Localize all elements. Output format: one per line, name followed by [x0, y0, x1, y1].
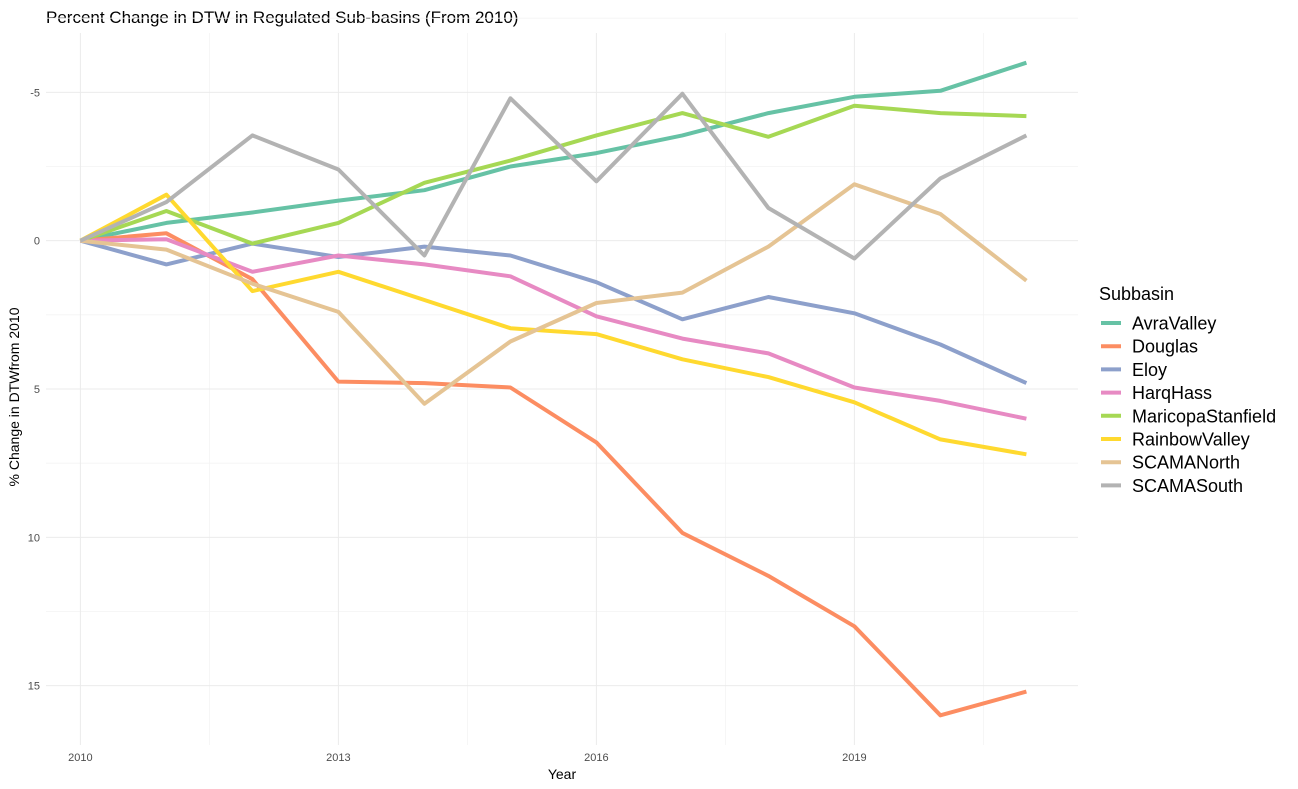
series-line-scamanorth: [80, 182, 1028, 406]
series-line-maricopastanfield: [79, 103, 1027, 246]
x-axis-ticks: 2010 2013 2016 2019: [68, 752, 866, 764]
legend-items: AvraValley Douglas Eloy HarqHass MaricopaSta…: [1101, 314, 1276, 496]
y-tick-label: -5: [30, 87, 40, 99]
series-lines: [79, 60, 1028, 718]
legend: Subbasin AvraValley Douglas Eloy HarqHass Ma…: [1099, 284, 1276, 496]
series-line-scamasouth: [79, 91, 1028, 261]
y-tick-label: 15: [28, 681, 40, 693]
legend-label-avravalley: AvraValley: [1132, 314, 1216, 334]
legend-label-maricopastanfield: MaricopaStanfield: [1132, 406, 1276, 426]
x-tick-label: 2016: [584, 752, 608, 764]
series-line-avravalley: [79, 60, 1028, 243]
legend-label-rainbowvalley: RainbowValley: [1132, 430, 1250, 450]
x-tick-label: 2013: [326, 752, 350, 764]
legend-label-douglas: Douglas: [1132, 337, 1198, 357]
legend-label-scamanorth: SCAMANorth: [1132, 453, 1240, 473]
legend-label-scamasouth: SCAMASouth: [1132, 476, 1243, 496]
legend-label-eloy: Eloy: [1132, 360, 1167, 380]
series-line-harqhass: [80, 237, 1027, 421]
series-line-rainbowvalley: [79, 192, 1027, 457]
chart-title: Percent Change in DTW in Regulated Sub-b…: [46, 8, 518, 27]
y-tick-label: 0: [34, 236, 40, 248]
x-axis-title: Year: [548, 766, 577, 782]
legend-label-harqhass: HarqHass: [1132, 383, 1212, 403]
grid: [46, 17, 1078, 745]
y-axis-ticks: -5 0 5 10 15: [28, 87, 40, 692]
x-tick-label: 2010: [68, 752, 92, 764]
x-tick-label: 2019: [842, 752, 866, 764]
series-line-eloy: [79, 238, 1028, 385]
legend-title: Subbasin: [1099, 284, 1174, 304]
y-tick-label: 5: [34, 384, 40, 396]
y-tick-label: 10: [28, 532, 40, 544]
series-line-douglas: [80, 231, 1027, 718]
y-axis-title: % Change in DTWfrom 2010: [6, 307, 22, 486]
